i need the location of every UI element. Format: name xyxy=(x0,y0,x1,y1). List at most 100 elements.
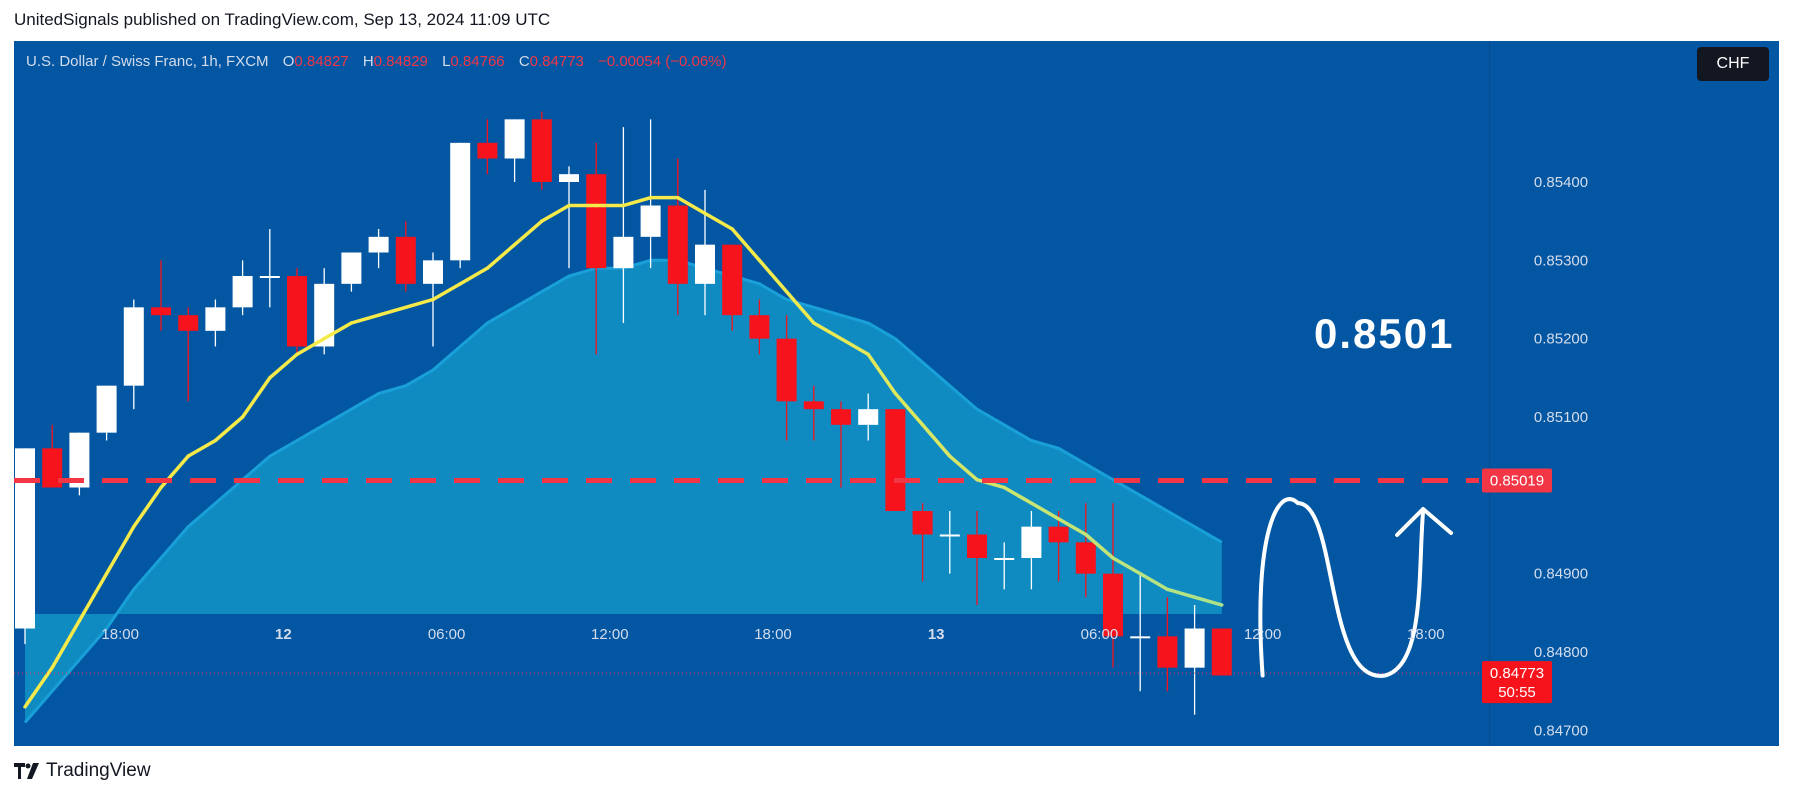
candle[interactable] xyxy=(559,166,579,269)
fast-ma-segment xyxy=(376,305,408,317)
currency-button[interactable]: CHF xyxy=(1697,47,1769,81)
candle[interactable] xyxy=(341,252,362,292)
fast-ma-segment xyxy=(1056,517,1088,537)
y-tick-label: 0.84900 xyxy=(1534,566,1588,583)
candle-body xyxy=(695,244,715,284)
candle-body xyxy=(1130,636,1151,639)
candle-body xyxy=(803,401,824,410)
candle[interactable] xyxy=(885,409,906,511)
candle[interactable] xyxy=(123,299,144,410)
x-tick-label: 06:00 xyxy=(1081,626,1119,643)
candle[interactable] xyxy=(722,244,743,331)
fast-ma-segment xyxy=(1165,587,1197,599)
candle-body xyxy=(395,236,416,284)
candle[interactable] xyxy=(477,119,498,175)
candle[interactable] xyxy=(967,511,987,605)
candle-body xyxy=(287,276,307,347)
chart-pane[interactable]: 0.8501 0.84700 0.84800 0.84900 0.85100 0.852… xyxy=(14,41,1779,746)
candle[interactable] xyxy=(939,511,960,574)
candle-body xyxy=(69,432,90,488)
fast-ma-segment xyxy=(404,297,435,310)
candle[interactable] xyxy=(776,315,797,441)
fast-ma-segment xyxy=(458,266,490,286)
candle[interactable] xyxy=(1211,628,1232,676)
x-tick-label: 12:00 xyxy=(1244,626,1282,643)
price-chart[interactable]: 0.8501 0.84700 0.84800 0.84900 0.85100 0.852… xyxy=(14,41,1779,746)
candle[interactable] xyxy=(368,229,389,269)
y-tick-label: 0.85200 xyxy=(1534,331,1588,348)
candle[interactable] xyxy=(395,221,416,292)
candle[interactable] xyxy=(178,307,199,402)
fast-ma-segment xyxy=(866,352,898,396)
fast-ma-segment xyxy=(540,203,571,223)
candle[interactable] xyxy=(912,503,933,582)
fast-ma-segment xyxy=(1111,556,1142,576)
projection-arrowhead xyxy=(1395,507,1454,537)
candle[interactable] xyxy=(1157,597,1178,692)
candle[interactable] xyxy=(667,158,688,316)
symbol-name[interactable]: U.S. Dollar / Swiss Franc, 1h, FXCM xyxy=(26,53,269,70)
fast-ma-segment xyxy=(485,242,517,270)
candle[interactable] xyxy=(42,424,63,488)
candle-body xyxy=(967,534,987,558)
candle-body xyxy=(885,409,906,511)
candle[interactable] xyxy=(803,385,824,441)
candle[interactable] xyxy=(96,385,117,441)
candle-body xyxy=(912,511,933,535)
candle-body xyxy=(831,409,851,425)
candle[interactable] xyxy=(858,393,879,441)
candle-body xyxy=(613,236,634,269)
open-value: 0.84827 xyxy=(294,53,349,70)
candle[interactable] xyxy=(1021,511,1042,590)
candle[interactable] xyxy=(1103,503,1123,668)
fast-ma-segment xyxy=(295,336,326,357)
change-value: −0.00054 (−0.06%) xyxy=(598,53,727,70)
tradingview-logo[interactable]: TradingView xyxy=(14,760,151,782)
candle[interactable] xyxy=(531,111,552,190)
candle[interactable] xyxy=(15,448,35,645)
candle[interactable] xyxy=(504,119,525,182)
candle[interactable] xyxy=(151,260,171,331)
fast-ma-segment xyxy=(839,336,870,357)
x-tick-label: 06:00 xyxy=(428,626,466,643)
candle-body xyxy=(123,307,144,386)
candle-body xyxy=(994,558,1015,560)
fast-ma-segment xyxy=(1029,501,1061,521)
candle[interactable] xyxy=(994,542,1015,590)
fast-ma-segment xyxy=(676,195,707,216)
candle[interactable] xyxy=(1075,503,1096,598)
current-price-badge xyxy=(1482,661,1552,704)
candle[interactable] xyxy=(586,142,607,355)
candle[interactable] xyxy=(259,229,280,308)
fast-ma-segment xyxy=(431,282,462,302)
projection-path[interactable] xyxy=(1258,497,1426,678)
candle[interactable] xyxy=(69,432,90,496)
fast-ma-segment xyxy=(621,195,653,208)
candle[interactable] xyxy=(1184,605,1205,715)
candle[interactable] xyxy=(1048,511,1069,582)
candle-body xyxy=(1211,628,1232,676)
target-price-text: 0.85019 xyxy=(1490,472,1544,489)
candle[interactable] xyxy=(232,260,253,316)
candle[interactable] xyxy=(831,401,851,488)
candle[interactable] xyxy=(640,119,661,269)
candle-body xyxy=(939,534,960,537)
candle[interactable] xyxy=(1130,573,1151,692)
candle[interactable] xyxy=(287,268,307,355)
fast-ma-segment xyxy=(349,313,381,325)
candle[interactable] xyxy=(749,299,770,355)
candle[interactable] xyxy=(205,299,226,347)
candle-body xyxy=(314,283,335,347)
x-tick-label: 12 xyxy=(275,626,292,643)
candle-body xyxy=(15,448,35,629)
fast-ma-segment xyxy=(1138,571,1170,592)
candle-body xyxy=(42,448,63,488)
candle-body xyxy=(1157,636,1178,668)
candle[interactable] xyxy=(695,189,715,316)
high-label: H xyxy=(362,53,374,70)
candle[interactable] xyxy=(613,127,634,323)
fast-ma-segment xyxy=(1084,532,1115,560)
candle[interactable] xyxy=(450,142,471,269)
fast-ma-segment xyxy=(104,524,136,576)
fast-ma-segment xyxy=(132,485,163,529)
